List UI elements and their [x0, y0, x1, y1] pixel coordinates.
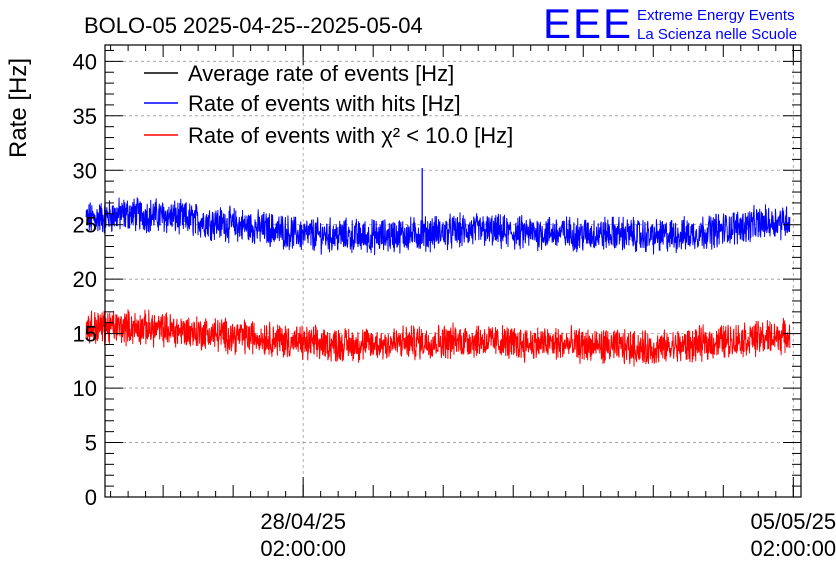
y-axis-label: Rate [Hz] [5, 58, 32, 158]
legend: Average rate of events [Hz] Rate of event… [144, 61, 513, 148]
eee-logo: EEE Extreme Energy Events La Scienza nel… [543, 0, 797, 47]
y-tick-label: 0 [85, 485, 97, 510]
y-tick-label: 20 [73, 267, 97, 292]
y-tick-label: 5 [85, 431, 97, 456]
legend-label-2: Rate of events with χ² < 10.0 [Hz] [188, 123, 513, 148]
y-axis: 0 5 10 15 20 25 30 35 40 [73, 49, 801, 510]
eee-logo-line2: La Scienza nelle Scuole [637, 26, 797, 43]
x-tick-date: 05/05/25 [750, 509, 836, 534]
eee-logo-mark: EEE [543, 0, 633, 47]
y-tick-label: 30 [73, 158, 97, 183]
x-tick-time: 02:00:00 [750, 536, 836, 561]
x-tick-time: 02:00:00 [260, 536, 346, 561]
y-tick-label: 10 [73, 376, 97, 401]
x-tick-date: 28/04/25 [260, 509, 346, 534]
y-tick-label: 15 [73, 322, 97, 347]
series-line-1 [85, 197, 791, 256]
legend-label-0: Average rate of events [Hz] [188, 61, 454, 86]
plot-frame [104, 44, 802, 498]
y-tick-label: 35 [73, 104, 97, 129]
series-layer [85, 168, 791, 367]
chart-title: BOLO-05 2025-04-25--2025-05-04 [84, 13, 423, 38]
series-line-2 [85, 309, 791, 367]
legend-label-1: Rate of events with hits [Hz] [188, 91, 461, 116]
eee-logo-line1: Extreme Energy Events [637, 7, 795, 24]
y-tick-label: 25 [73, 213, 97, 238]
y-tick-label: 40 [73, 49, 97, 74]
